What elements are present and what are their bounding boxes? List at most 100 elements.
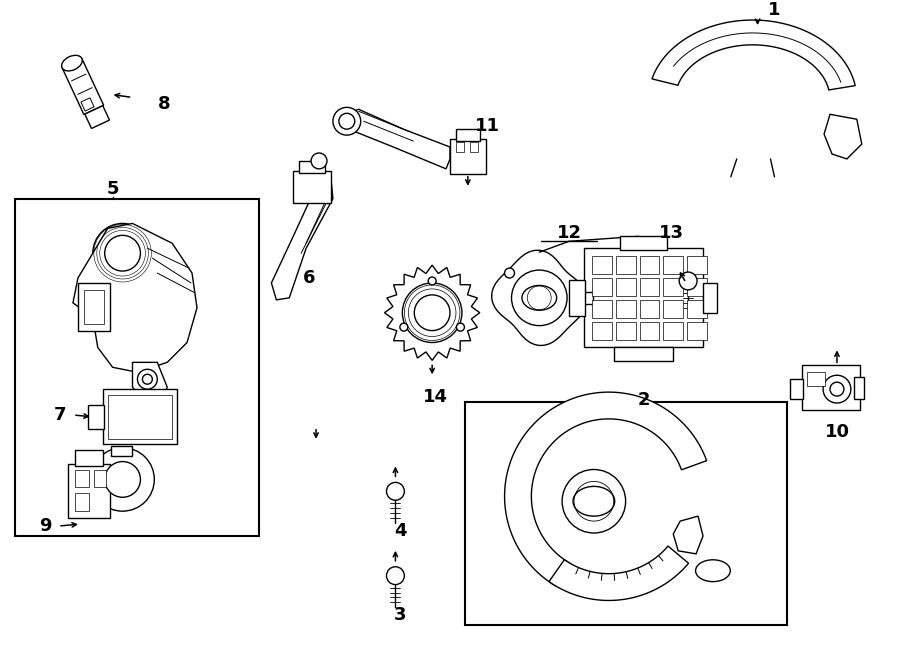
Text: 9: 9 xyxy=(39,517,51,535)
Bar xyxy=(640,300,660,318)
Bar xyxy=(620,237,667,251)
Circle shape xyxy=(104,235,140,271)
Circle shape xyxy=(333,107,361,135)
Bar xyxy=(81,98,94,111)
Bar xyxy=(68,463,110,518)
Bar xyxy=(584,249,703,348)
Polygon shape xyxy=(62,59,104,114)
Circle shape xyxy=(824,375,850,403)
Polygon shape xyxy=(491,251,587,346)
Circle shape xyxy=(680,272,698,290)
Bar xyxy=(103,389,177,444)
Bar xyxy=(299,161,325,173)
Circle shape xyxy=(311,153,327,169)
Circle shape xyxy=(339,113,355,129)
Bar xyxy=(616,256,635,274)
Bar xyxy=(569,280,585,316)
Bar xyxy=(592,278,612,296)
Polygon shape xyxy=(505,392,706,586)
Bar xyxy=(592,300,612,318)
Bar xyxy=(15,199,258,536)
Circle shape xyxy=(562,469,626,533)
Text: 10: 10 xyxy=(824,423,850,441)
Polygon shape xyxy=(272,178,333,300)
Bar xyxy=(616,300,635,318)
Text: 2: 2 xyxy=(637,391,650,409)
Text: 6: 6 xyxy=(303,269,315,287)
Bar xyxy=(450,139,486,174)
Bar xyxy=(663,256,683,274)
Bar xyxy=(703,283,717,313)
Ellipse shape xyxy=(522,286,557,310)
Polygon shape xyxy=(549,546,688,600)
Bar xyxy=(470,142,478,152)
Text: 8: 8 xyxy=(158,95,171,114)
Bar xyxy=(616,278,635,296)
Polygon shape xyxy=(85,106,110,128)
Polygon shape xyxy=(384,265,480,360)
Circle shape xyxy=(505,268,515,278)
Bar xyxy=(854,377,864,399)
Bar xyxy=(75,493,89,511)
Circle shape xyxy=(428,277,436,285)
Bar xyxy=(687,256,707,274)
Bar xyxy=(790,379,803,399)
Bar xyxy=(75,469,89,487)
Polygon shape xyxy=(673,516,703,554)
Bar xyxy=(687,278,707,296)
Circle shape xyxy=(830,382,844,396)
Polygon shape xyxy=(824,114,862,159)
Bar xyxy=(456,142,464,152)
Circle shape xyxy=(138,369,157,389)
Bar xyxy=(84,290,104,324)
Text: 11: 11 xyxy=(475,117,500,136)
Text: 1: 1 xyxy=(769,1,780,19)
Bar xyxy=(88,405,104,429)
Bar xyxy=(640,256,660,274)
Circle shape xyxy=(104,461,140,497)
Ellipse shape xyxy=(696,560,730,582)
Bar xyxy=(640,322,660,340)
Bar xyxy=(663,322,683,340)
Polygon shape xyxy=(73,223,197,372)
Ellipse shape xyxy=(573,486,615,516)
Polygon shape xyxy=(132,362,167,399)
Circle shape xyxy=(93,223,152,283)
Bar xyxy=(802,366,859,410)
Bar xyxy=(592,322,612,340)
Bar xyxy=(663,300,683,318)
Bar xyxy=(94,469,105,487)
Circle shape xyxy=(400,323,408,331)
Text: 12: 12 xyxy=(556,224,581,243)
Bar xyxy=(111,446,132,455)
Bar xyxy=(78,283,110,330)
Bar xyxy=(663,278,683,296)
Bar xyxy=(640,278,660,296)
Bar xyxy=(75,449,103,465)
Polygon shape xyxy=(344,109,450,169)
Bar xyxy=(687,300,707,318)
Bar xyxy=(807,372,825,386)
Text: 5: 5 xyxy=(106,180,119,198)
Bar xyxy=(687,322,707,340)
Bar xyxy=(108,395,172,439)
Text: 14: 14 xyxy=(423,388,447,406)
Ellipse shape xyxy=(62,56,82,71)
Bar xyxy=(592,256,612,274)
Circle shape xyxy=(142,374,152,384)
Bar xyxy=(616,322,635,340)
Bar xyxy=(614,348,673,362)
Text: 7: 7 xyxy=(54,406,67,424)
Bar xyxy=(293,171,331,203)
Circle shape xyxy=(402,283,462,342)
Text: 13: 13 xyxy=(659,224,684,243)
Circle shape xyxy=(511,270,567,326)
Polygon shape xyxy=(652,20,855,90)
Circle shape xyxy=(414,295,450,330)
Circle shape xyxy=(386,483,404,500)
Bar xyxy=(465,402,788,625)
Text: 4: 4 xyxy=(394,522,407,540)
Circle shape xyxy=(386,566,404,584)
Bar xyxy=(579,292,593,304)
Text: 3: 3 xyxy=(394,606,407,625)
